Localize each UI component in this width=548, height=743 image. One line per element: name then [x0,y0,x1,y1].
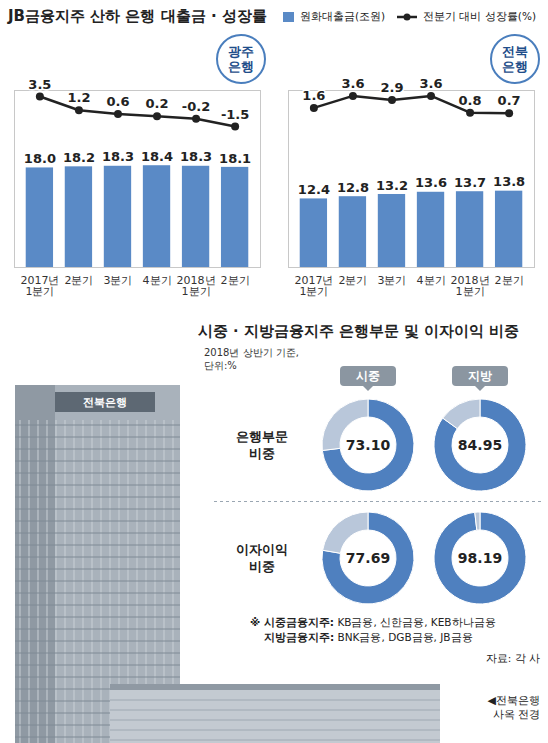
html-text:은행부문 비중: 은행부문 비중 [236,429,288,461]
svg-text:13.7: 13.7 [454,175,486,190]
svg-text:18.4: 18.4 [141,149,173,164]
svg-text:0.7: 0.7 [498,93,521,108]
svg-text:2018년1분기: 2018년1분기 [177,274,216,298]
svg-text:0.8: 0.8 [459,93,482,108]
html-text:전북: 전북 [502,44,528,59]
svg-text:77.69: 77.69 [346,550,390,566]
svg-text:18.3: 18.3 [102,149,134,164]
html-text:은행: 은행 [502,59,528,74]
svg-text:2분기: 2분기 [64,274,93,287]
html-text:광주: 광주 [228,44,254,59]
html-text:시중: 시중 [356,369,380,383]
html-text:은행: 은행 [228,59,254,74]
svg-text:3.6: 3.6 [420,76,443,91]
html-text:원화대출금(조원): 원화대출금(조원) [299,10,386,22]
svg-text:18.2: 18.2 [63,150,95,165]
html-text:◀전북은행 사옥 전경: ◀전북은행 사옥 전경 [487,694,540,721]
svg-text:2분기: 2분기 [221,274,250,287]
svg-text:3.5: 3.5 [28,77,51,92]
svg-text:12.8: 12.8 [337,180,369,195]
svg-text:-0.2: -0.2 [182,99,210,114]
svg-text:12.4: 12.4 [298,182,330,197]
svg-text:-1.5: -1.5 [221,107,249,122]
svg-text:2분기: 2분기 [495,274,524,287]
svg-text:13.8: 13.8 [493,174,525,189]
svg-text:4분기: 4분기 [417,274,446,287]
svg-text:3분기: 3분기 [103,274,132,287]
svg-text:18.3: 18.3 [180,149,212,164]
svg-text:13.2: 13.2 [376,178,408,193]
html-text:지방금융지주: BNK금융, DGB금융, JB금융: 지방금융지주: BNK금융, DGB금융, JB금융 [264,631,473,643]
svg-text:2.9: 2.9 [380,80,403,95]
svg-text:98.19: 98.19 [458,550,502,566]
html-text:지방: 지방 [468,369,492,383]
svg-text:전북은행: 전북은행 [83,396,127,409]
svg-text:1.6: 1.6 [302,88,325,103]
svg-text:13.6: 13.6 [415,175,447,190]
svg-text:18.1: 18.1 [219,151,251,166]
html-text:이자이익 비중: 이자이익 비중 [236,542,288,574]
svg-text:73.10: 73.10 [346,437,391,453]
svg-text:0.6: 0.6 [106,94,129,109]
svg-text:4분기: 4분기 [143,274,172,287]
html-text:전분기 대비 성장률(%): 전분기 대비 성장률(%) [423,10,536,22]
svg-text:0.2: 0.2 [146,96,169,111]
svg-text:2018년1분기: 2018년1분기 [451,274,490,298]
svg-text:3분기: 3분기 [377,274,406,287]
svg-text:3.6: 3.6 [341,76,364,91]
svg-text:2분기: 2분기 [338,274,367,287]
html-text:※ 시중금융지주: KB금융, 신한금융, KEB하나금융: ※ 시중금융지주: KB금융, 신한금융, KEB하나금융 [250,616,496,628]
html-text:자료: 각 사: 자료: 각 사 [485,652,540,664]
html-text:시중 · 지방금융지주 은행부문 및 이자이익 비중: 시중 · 지방금융지주 은행부문 및 이자이익 비중 [198,323,519,339]
html-text:JB금융지주 산하 은행 대출금 · 성장률: JB금융지주 산하 은행 대출금 · 성장률 [8,7,267,25]
html-text:2018년 상반기 기준, 단위:%: 2018년 상반기 기준, 단위:% [204,347,299,371]
svg-text:1.2: 1.2 [67,90,90,105]
svg-text:2017년1분기: 2017년1분기 [294,274,333,298]
svg-text:84.95: 84.95 [458,437,502,453]
svg-text:18.0: 18.0 [24,151,56,166]
svg-text:2017년1분기: 2017년1분기 [20,274,59,298]
